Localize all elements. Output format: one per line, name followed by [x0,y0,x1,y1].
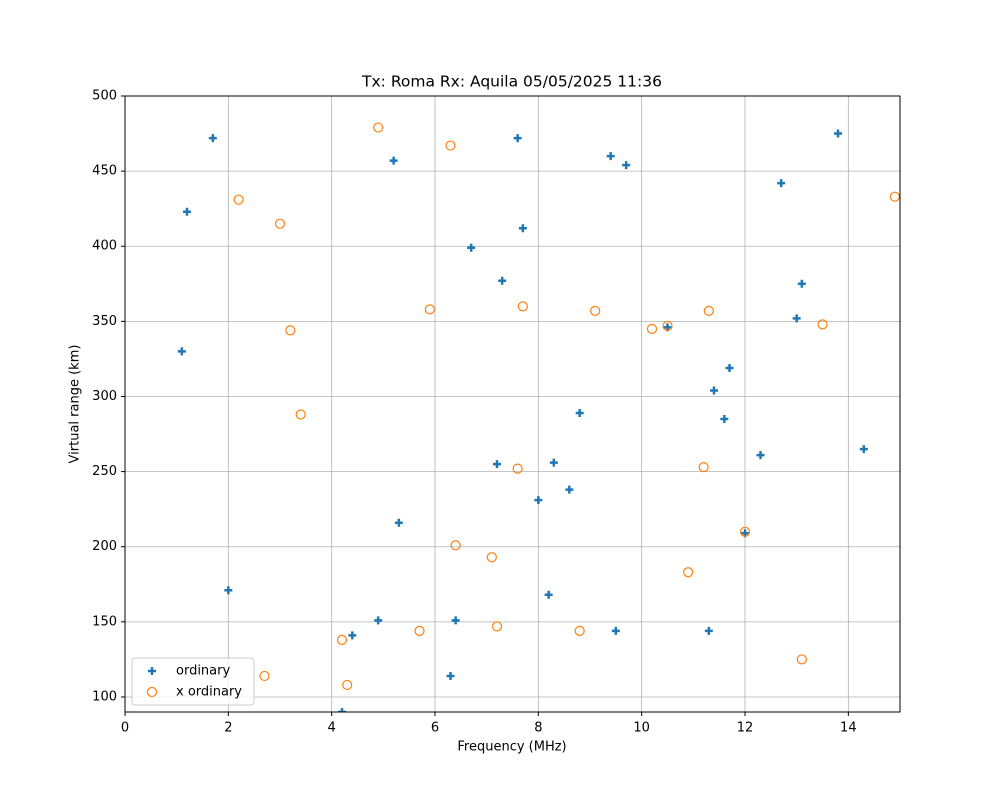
circle-marker [574,625,585,636]
plus-marker [834,129,842,138]
circle-marker [512,463,523,474]
y-tick-label: 500 [92,89,117,104]
circle-marker [683,567,694,578]
x-tick-label: 6 [431,721,439,736]
chart-title: Tx: Roma Rx: Aquila 05/05/2025 11:36 [361,73,662,91]
x-tick-label: 10 [633,721,650,736]
plus-marker [451,616,460,625]
plus-marker [611,626,620,635]
plot-area [177,122,900,712]
y-tick-label: 100 [92,689,117,704]
plus-marker [606,152,615,161]
y-tick-label: 450 [92,164,117,179]
plus-marker [725,363,734,372]
plus-marker [534,496,543,505]
y-tick-label: 300 [92,389,117,404]
circle-marker [739,526,751,537]
x-tick-label: 8 [534,721,542,736]
axes-frame [124,95,901,713]
plus-marker [549,458,558,467]
x-tick-label: 14 [840,721,857,736]
plus-marker [622,161,631,170]
plus-marker [224,586,233,595]
x-tick-label: 2 [224,721,232,736]
y-tick-label: 200 [92,539,117,554]
circle-marker [517,301,528,312]
circle-marker [486,552,497,563]
circle-marker [889,191,900,202]
plus-marker [859,445,868,454]
circle-marker [590,305,601,316]
plus-marker [446,671,455,680]
plus-marker [467,243,476,252]
circle-marker [445,140,456,151]
plus-marker [493,460,501,469]
x-axis-label: Frequency (MHz) [457,740,566,755]
plus-marker [565,485,574,494]
x-tick-label: 4 [328,721,336,736]
y-tick-label: 250 [92,464,117,479]
plus-marker [575,409,584,418]
plus-marker [777,179,786,188]
circle-marker [414,625,425,636]
plus-marker [177,347,186,356]
circle-marker [703,305,714,316]
plus-marker [720,415,729,424]
circle-marker [424,304,435,315]
plus-marker [148,667,156,675]
circle-marker [336,634,348,645]
plus-marker [756,451,765,460]
plus-marker [710,386,718,395]
legend-label: ordinary [176,664,230,679]
circle-marker [796,654,807,665]
circle-marker [450,540,461,551]
circle-marker [662,320,673,331]
circle-marker [274,218,286,229]
x-tick-label: 0 [121,721,129,736]
y-tick-label: 400 [92,239,117,254]
circle-marker [491,621,503,632]
plus-marker [389,156,398,165]
plus-marker [797,279,806,288]
plus-marker [208,134,217,143]
plus-marker [498,276,507,285]
circle-marker [342,679,353,691]
circle-marker [817,319,828,330]
y-tick-label: 150 [92,614,117,629]
circle-marker [146,686,158,698]
plus-marker [518,224,527,233]
legend-box [131,657,255,706]
plus-marker [792,314,801,323]
plus-marker [338,708,346,712]
y-tick-label: 350 [92,314,117,329]
plus-marker [513,134,522,143]
plus-marker [394,518,403,527]
y-axis-label: Virtual range (km) [68,345,83,464]
circle-marker [285,325,296,336]
circle-marker [259,670,270,682]
plus-marker [183,207,191,216]
plus-marker [704,626,713,635]
plus-marker [374,616,383,625]
plus-marker [544,590,553,599]
circle-marker [233,194,244,205]
circle-marker [698,462,709,473]
circle-marker [295,409,306,420]
circle-marker [646,323,658,334]
x-tick-label: 12 [737,721,754,736]
legend-label: x ordinary [176,685,242,700]
plus-marker [348,631,357,640]
circle-marker [373,122,384,133]
